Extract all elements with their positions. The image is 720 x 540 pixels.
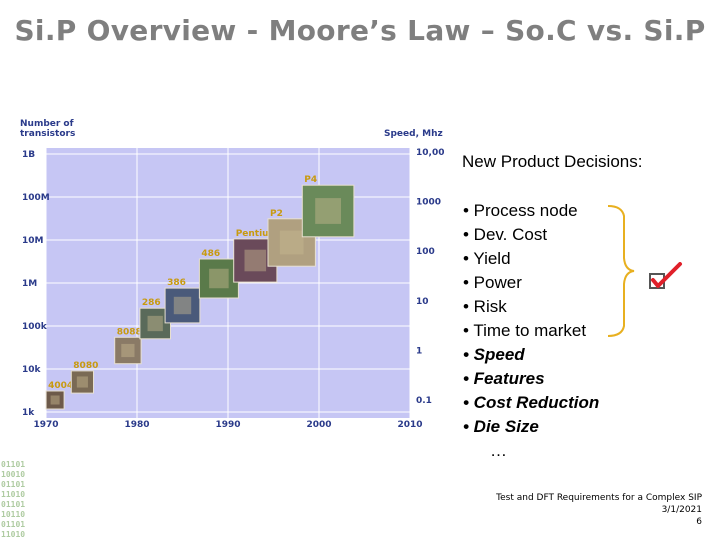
right-tick-label: 10,000: [416, 148, 444, 158]
slide-title: Si.P Overview - Moore’s Law – So.C vs. S…: [14, 14, 706, 47]
processor-label: 8080: [73, 361, 98, 371]
moores-law-chart: 4004 8080 8088 286 386 486 Pentium P2 P4 1B 100M 1…: [18, 118, 444, 434]
svg-text:10110: 10110: [1, 510, 25, 519]
right-axis-label: Speed, Mhz: [384, 129, 443, 139]
right-tick-label: 0.1: [416, 396, 432, 406]
x-tick-label: 1990: [215, 420, 240, 430]
processor-die: P2: [267, 209, 316, 267]
decision-item: • Yield: [463, 249, 511, 268]
left-tick-label: 10k: [22, 365, 42, 375]
x-tick-label: 1980: [124, 420, 149, 430]
processor-die: 8080: [70, 361, 98, 394]
processor-die: 486: [198, 249, 239, 299]
binary-pattern-decoration: 01101 10010 01101 11010 01101 10110 0110…: [1, 460, 25, 539]
processor-label: P4: [304, 175, 317, 185]
processor-die: 4004: [45, 381, 73, 410]
left-tick-label: 1M: [22, 279, 37, 289]
decision-item: • Speed: [463, 345, 525, 364]
processor-label: 4004: [48, 381, 73, 391]
svg-text:01101: 01101: [1, 460, 25, 469]
svg-text:10010: 10010: [1, 470, 25, 479]
ellipsis: …: [490, 441, 507, 460]
svg-text:11010: 11010: [1, 490, 25, 499]
right-tick-label: 1: [416, 346, 422, 356]
processor-label: 286: [142, 298, 161, 308]
decision-item: • Die Size: [463, 417, 539, 436]
processor-label: 486: [201, 249, 220, 259]
slide-footer: Test and DFT Requirements for a Complex …: [496, 492, 702, 528]
right-tick-label: 10: [416, 297, 429, 307]
curly-brace-icon: [607, 205, 635, 337]
left-tick-label: 100k: [22, 322, 48, 332]
left-tick-label: 10M: [22, 236, 44, 246]
svg-text:11010: 11010: [1, 530, 25, 539]
processor-die: P4: [301, 175, 355, 238]
decisions-heading: New Product Decisions:: [462, 152, 643, 171]
x-tick-label: 2000: [306, 420, 331, 430]
decision-item: • Cost Reduction: [463, 393, 600, 412]
right-tick-label: 1000: [416, 198, 441, 208]
decision-item: • Features: [463, 369, 545, 388]
decision-list: • Process node • Dev. Cost • Yield • Power •…: [463, 199, 599, 439]
left-tick-label: 1k: [22, 408, 35, 418]
processor-label: 8088: [117, 327, 142, 337]
processor-label: P2: [270, 209, 283, 219]
svg-text:01101: 01101: [1, 520, 25, 529]
processor-label: 386: [167, 278, 186, 288]
x-tick-label: 2010: [397, 420, 422, 430]
footer-title: Test and DFT Requirements for a Complex …: [496, 493, 702, 503]
processor-die: 8088: [114, 327, 142, 365]
right-tick-label: 100: [416, 247, 435, 257]
svg-text:01101: 01101: [1, 480, 25, 489]
processor-label: Pentium: [236, 229, 278, 239]
processor-die: 386: [164, 278, 201, 324]
processor-die: 286: [139, 298, 172, 340]
left-tick-label: 100M: [22, 193, 50, 203]
left-tick-label: 1B: [22, 150, 35, 160]
left-axis-label: Number of transistors: [20, 119, 75, 139]
x-tick-label: 1970: [33, 420, 58, 430]
svg-text:01101: 01101: [1, 500, 25, 509]
decision-item: • Dev. Cost: [463, 225, 548, 244]
decision-item: • Power: [463, 273, 522, 292]
decision-item: • Process node: [463, 201, 578, 220]
decision-item: • Risk: [463, 297, 507, 316]
decision-item: • Time to market: [463, 321, 587, 340]
page-number: 6: [696, 517, 702, 527]
checkbox-checked-icon: [649, 262, 682, 289]
footer-date: 3/1/2021: [661, 505, 702, 515]
